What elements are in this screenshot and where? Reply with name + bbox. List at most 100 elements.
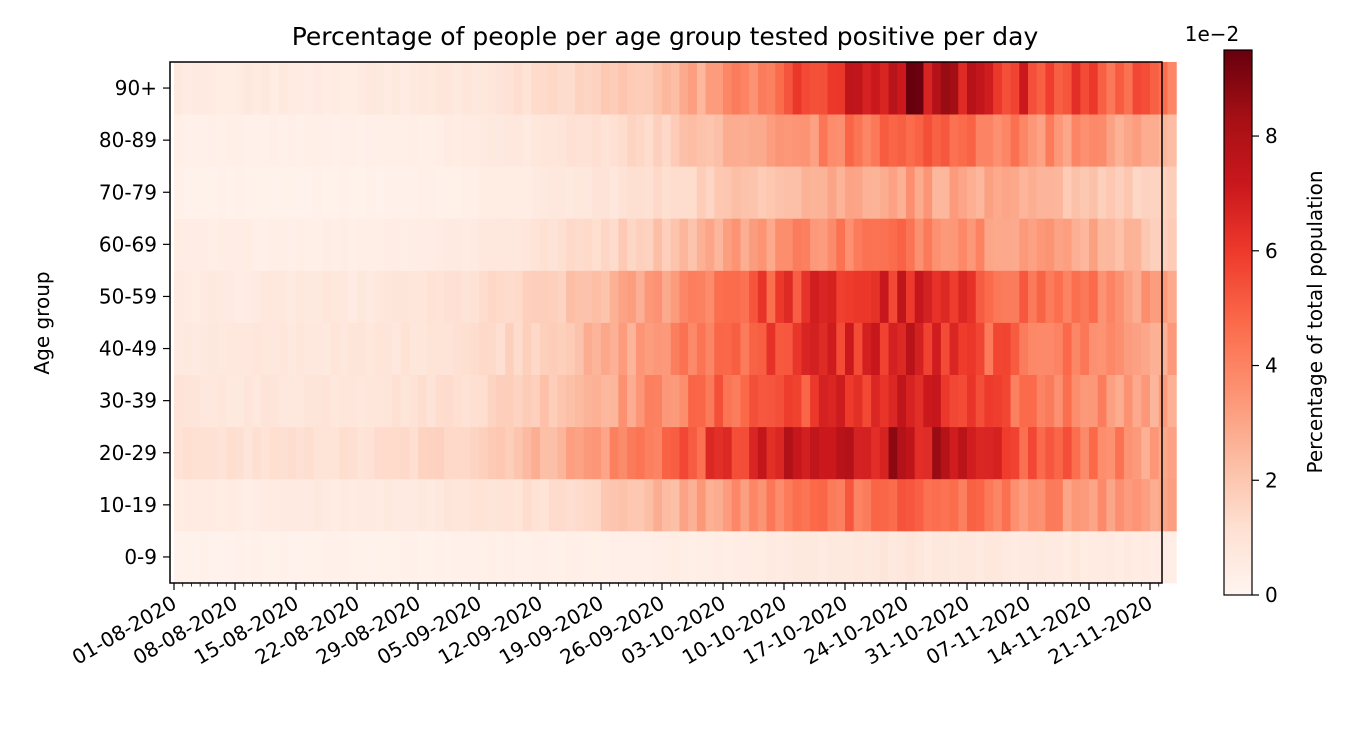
heatmap-cell <box>1150 270 1160 323</box>
heatmap-cell <box>348 322 358 375</box>
heatmap-cell <box>566 374 576 428</box>
heatmap-cell <box>653 322 663 375</box>
heatmap-cell <box>723 374 733 428</box>
heatmap-cell <box>810 218 820 271</box>
heatmap-cell <box>444 270 454 323</box>
heatmap-cell <box>269 530 280 584</box>
heatmap-cell <box>374 114 384 167</box>
heatmap-cell <box>191 322 201 375</box>
heatmap-cell <box>871 114 881 167</box>
heatmap-cell <box>1150 218 1160 271</box>
heatmap-cell <box>810 530 820 584</box>
heatmap-cell <box>696 166 707 219</box>
heatmap-cell <box>627 374 637 428</box>
heatmap-cell <box>574 374 585 428</box>
heatmap-cell <box>1010 322 1020 375</box>
heatmap-cell <box>435 270 445 323</box>
heatmap-cell <box>853 166 864 219</box>
heatmap-cell <box>261 62 271 115</box>
heatmap-cell <box>513 530 524 584</box>
heatmap-cell <box>670 322 681 375</box>
heatmap-cell <box>200 166 210 219</box>
heatmap-cell <box>557 478 567 532</box>
heatmap-cell <box>1089 166 1099 219</box>
heatmap-cell <box>784 166 794 219</box>
heatmap-cell <box>391 62 402 115</box>
heatmap-cell <box>1150 478 1160 532</box>
heatmap-cell <box>932 114 942 167</box>
heatmap-cell <box>400 426 410 480</box>
heatmap-cell <box>296 322 306 375</box>
heatmap-cell <box>888 374 898 428</box>
heatmap-cell <box>304 426 315 480</box>
heatmap-cell <box>269 62 280 115</box>
heatmap-cell <box>1019 270 1029 323</box>
heatmap-cell <box>627 426 637 480</box>
heatmap-cell <box>226 218 236 271</box>
heatmap-cell <box>287 374 297 428</box>
heatmap-cell <box>365 530 376 584</box>
heatmap-cell <box>243 478 254 532</box>
heatmap-cell <box>531 426 541 480</box>
heatmap-cell <box>1097 530 1108 584</box>
heatmap-cell <box>827 114 837 167</box>
heatmap-cell <box>444 322 454 375</box>
heatmap-cell <box>365 114 376 167</box>
heatmap-cell <box>1010 270 1020 323</box>
heatmap-cell <box>932 322 942 375</box>
heatmap-cell <box>897 218 907 271</box>
heatmap-cell <box>958 114 968 167</box>
heatmap-cell <box>522 478 532 532</box>
heatmap-cell <box>862 530 872 584</box>
heatmap-cell <box>818 374 829 428</box>
heatmap-cell <box>618 530 628 584</box>
heatmap-cell <box>679 478 689 532</box>
heatmap-cell <box>557 166 567 219</box>
heatmap-cell <box>1115 114 1125 167</box>
heatmap-cell <box>505 62 515 115</box>
heatmap-cell <box>1062 322 1073 375</box>
heatmap-cell <box>906 530 916 584</box>
heatmap-cell <box>609 322 620 375</box>
heatmap-cell <box>426 426 437 480</box>
heatmap-cell <box>949 166 959 219</box>
heatmap-cell <box>374 374 384 428</box>
heatmap-cell <box>932 530 942 584</box>
heatmap-cell <box>269 166 280 219</box>
heatmap-cell <box>810 62 820 115</box>
heatmap-cell <box>662 374 672 428</box>
heatmap-cell <box>252 322 262 375</box>
heatmap-cell <box>1150 62 1160 115</box>
heatmap-cell <box>470 218 480 271</box>
heatmap-cell <box>1045 530 1055 584</box>
heatmap-cell <box>243 530 254 584</box>
heatmap-cell <box>653 426 663 480</box>
heatmap-cell <box>810 374 820 428</box>
heatmap-cell <box>1080 218 1090 271</box>
heatmap-cell <box>1045 374 1055 428</box>
heatmap-cell <box>278 218 288 271</box>
heatmap-cell <box>1080 478 1090 532</box>
heatmap-cell <box>940 166 951 219</box>
heatmap-cell <box>583 270 593 323</box>
heatmap-cell <box>592 166 602 219</box>
heatmap-cell <box>766 114 776 167</box>
heatmap-cell <box>644 322 654 375</box>
heatmap-cell <box>731 530 742 584</box>
heatmap-cell <box>217 426 227 480</box>
heatmap-cell <box>923 426 933 480</box>
heatmap-cell <box>313 322 323 375</box>
heatmap-cell <box>287 62 297 115</box>
heatmap-cell <box>182 478 193 532</box>
heatmap-cell <box>548 530 559 584</box>
heatmap-cell <box>252 62 262 115</box>
heatmap-cell <box>461 218 471 271</box>
heatmap-cell <box>348 114 358 167</box>
heatmap-cell <box>984 478 994 532</box>
heatmap-cell <box>940 62 951 115</box>
colorbar-tick-label: 4 <box>1265 354 1278 378</box>
heatmap-cell <box>967 530 977 584</box>
heatmap-cell <box>200 270 210 323</box>
heatmap-cell <box>827 270 837 323</box>
heatmap-cell <box>644 270 654 323</box>
